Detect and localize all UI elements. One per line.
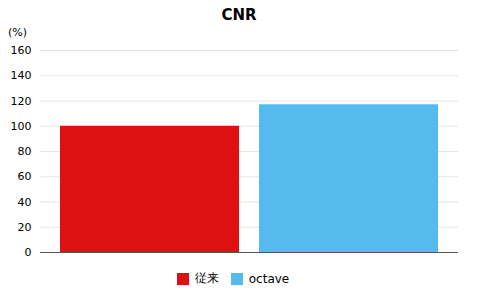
- svg-text:60: 60: [18, 170, 32, 183]
- svg-text:40: 40: [18, 196, 32, 209]
- svg-text:140: 140: [11, 69, 32, 82]
- svg-text:120: 120: [11, 95, 32, 108]
- svg-text:100: 100: [11, 120, 32, 133]
- html-text:octave: octave: [248, 271, 290, 286]
- svg-text:160: 160: [11, 44, 32, 57]
- html-text:従来: 従来: [194, 271, 219, 285]
- svg-text:20: 20: [18, 221, 32, 234]
- html-text:CNR: CNR: [221, 6, 257, 24]
- svg-text:0: 0: [25, 246, 32, 258]
- svg-text:80: 80: [18, 145, 32, 158]
